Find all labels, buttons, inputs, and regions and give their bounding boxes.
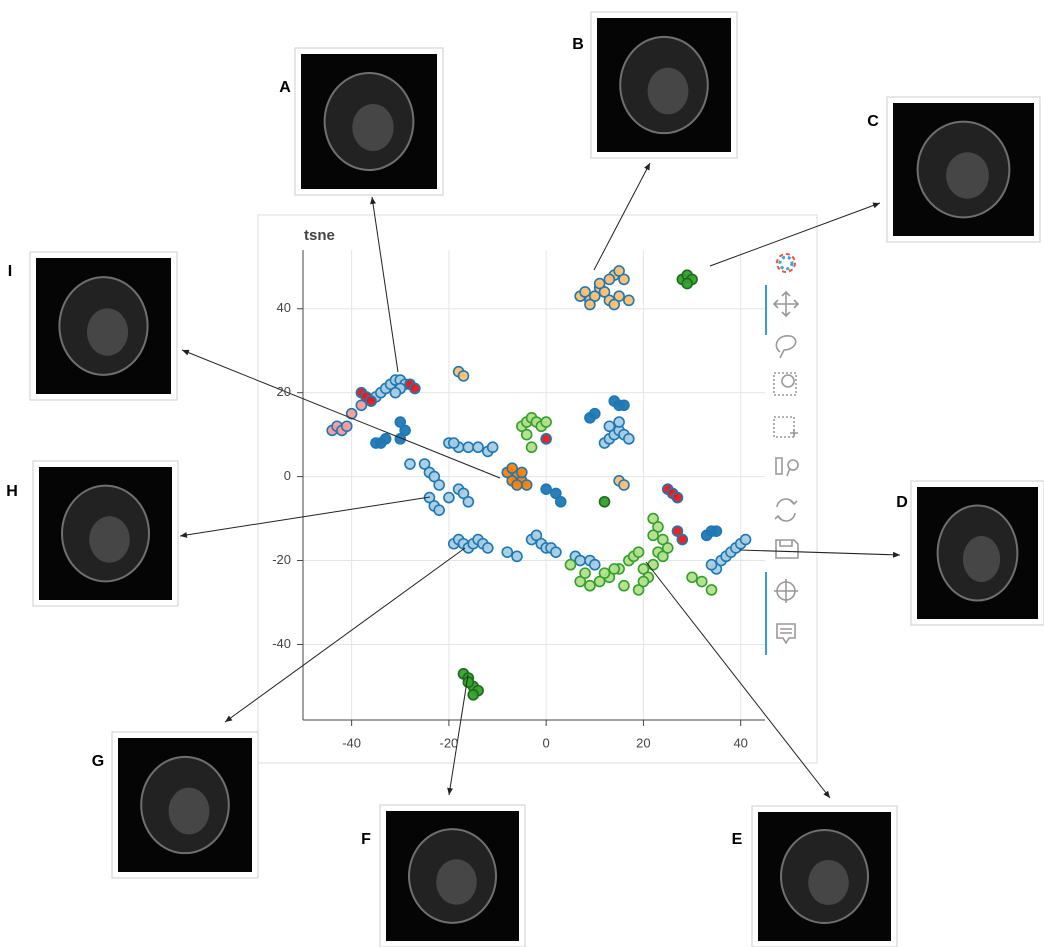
point [390, 388, 400, 398]
y-tick-label: -20 [272, 552, 291, 567]
point [463, 497, 473, 507]
y-tick-label: -40 [272, 636, 291, 651]
point [463, 442, 473, 452]
point [522, 480, 532, 490]
point [619, 581, 629, 591]
point [619, 480, 629, 490]
point [663, 543, 673, 553]
x-tick-label: 20 [636, 735, 650, 750]
point [590, 560, 600, 570]
point [590, 409, 600, 419]
point [541, 417, 551, 427]
point [458, 371, 468, 381]
x-tick-label: -20 [439, 735, 458, 750]
point [366, 396, 376, 406]
point [473, 442, 483, 452]
point [638, 577, 648, 587]
y-tick-label: 40 [277, 300, 291, 315]
panel-label: C [867, 113, 879, 130]
x-tick-label: -40 [342, 735, 361, 750]
point [463, 677, 473, 687]
point [585, 581, 595, 591]
point [342, 421, 352, 431]
point [502, 547, 512, 557]
thumbnail-anatomy [352, 104, 393, 151]
point [488, 442, 498, 452]
point [619, 274, 629, 284]
point [575, 556, 585, 566]
point [697, 577, 707, 587]
point [600, 568, 610, 578]
point [624, 434, 634, 444]
thumbnail-anatomy [963, 536, 1000, 582]
figure: tsne A B C D E F G H I -40 -20 0 20 40 -40 -20 0 20 40 [0, 0, 1044, 947]
panel-label: G [92, 753, 104, 770]
point [405, 459, 415, 469]
panel-label: F [361, 831, 371, 848]
thumbnail-anatomy [808, 860, 849, 905]
point [434, 505, 444, 515]
point [444, 493, 454, 503]
point [604, 421, 614, 431]
point [741, 535, 751, 545]
panel-label: D [896, 494, 908, 511]
point [556, 497, 566, 507]
point [580, 568, 590, 578]
panel-label: B [572, 36, 584, 53]
thumbnail-anatomy [648, 68, 689, 115]
x-tick-label: 40 [733, 735, 747, 750]
point [648, 560, 658, 570]
page: {"chart_data": { "type": "scatter", "tit… [0, 0, 1044, 947]
point [614, 417, 624, 427]
plot-frame [258, 215, 817, 763]
point [527, 442, 537, 452]
point [624, 295, 634, 305]
point [517, 467, 527, 477]
point [672, 493, 682, 503]
point [619, 400, 629, 410]
point [707, 585, 717, 595]
point [609, 564, 619, 574]
point [711, 526, 721, 536]
point [687, 572, 697, 582]
point [541, 484, 551, 494]
x-tick-label: 0 [543, 735, 550, 750]
point [381, 434, 391, 444]
panel-label: I [8, 263, 12, 280]
point [551, 547, 561, 557]
point [609, 300, 619, 310]
point [410, 383, 420, 393]
point [565, 560, 575, 570]
point [512, 551, 522, 561]
point [595, 279, 605, 289]
thumbnail-anatomy [436, 859, 477, 904]
chart-title: tsne [304, 227, 335, 244]
thumbnail-anatomy [89, 516, 130, 562]
y-tick-label: 20 [277, 384, 291, 399]
point [512, 480, 522, 490]
point [541, 434, 551, 444]
point [648, 530, 658, 540]
point [707, 560, 717, 570]
thumbnail-anatomy [87, 308, 128, 355]
point [682, 279, 692, 289]
point [468, 690, 478, 700]
point [449, 438, 459, 448]
point [677, 535, 687, 545]
point [604, 274, 614, 284]
point [600, 497, 610, 507]
panel-label: H [6, 483, 18, 500]
point [434, 480, 444, 490]
point [585, 300, 595, 310]
point [483, 543, 493, 553]
thumbnail-anatomy [946, 152, 989, 198]
point [634, 547, 644, 557]
thumbnail-anatomy [169, 788, 210, 835]
y-tick-label: 0 [284, 468, 291, 483]
panel-label: E [732, 831, 743, 848]
panel-label: A [279, 79, 291, 96]
point [522, 430, 532, 440]
